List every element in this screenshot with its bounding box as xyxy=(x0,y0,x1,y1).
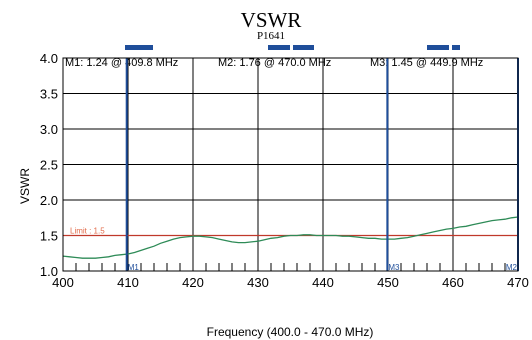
y-tick-label: 3.5 xyxy=(40,87,58,102)
marker-band xyxy=(293,45,314,50)
chart-title: VSWR xyxy=(241,8,302,32)
marker-band xyxy=(427,45,449,50)
x-tick-label: 420 xyxy=(182,275,204,290)
y-tick-label: 2.5 xyxy=(40,158,58,173)
limit-label: Limit : 1.5 xyxy=(70,227,105,236)
y-tick-label: 4.0 xyxy=(40,51,58,66)
marker-label-m1: M1 xyxy=(128,263,140,272)
x-axis-label: Frequency (400.0 - 470.0 MHz) xyxy=(207,325,374,339)
y-tick-label: 1.0 xyxy=(40,264,58,279)
marker-readout-m1: M1: 1.24 @ 409.8 MHz xyxy=(65,57,178,69)
x-tick-label: 400 xyxy=(52,275,74,290)
tick-marks xyxy=(75,263,506,271)
x-tick-label: 450 xyxy=(377,275,399,290)
limit-layer: Limit : 1.5 xyxy=(63,227,518,237)
x-tick-label: 460 xyxy=(442,275,464,290)
marker-layer: M1 M3 M2 xyxy=(125,45,519,272)
marker-label-m3: M3 xyxy=(388,263,400,272)
plot-frame xyxy=(62,57,519,272)
marker-readouts: M1: 1.24 @ 409.8 MHz M2: 1.76 @ 470.0 MH… xyxy=(65,57,483,69)
x-tick-label: 440 xyxy=(312,275,334,290)
tick-labels: 1.0 1.5 2.0 2.5 3.0 3.5 4.0 400 410 420 430 440 450 4… xyxy=(40,51,529,290)
marker-readout-m2: M2: 1.76 @ 470.0 MHz xyxy=(218,57,331,69)
marker-band xyxy=(125,45,153,50)
y-tick-label: 3.0 xyxy=(40,122,58,137)
x-tick-label: 470 xyxy=(507,275,529,290)
marker-label-m2: M2 xyxy=(506,263,518,272)
x-tick-label: 430 xyxy=(247,275,269,290)
y-tick-label: 1.5 xyxy=(40,229,58,244)
y-tick-label: 2.0 xyxy=(40,193,58,208)
marker-band xyxy=(452,45,460,50)
y-axis-label: VSWR xyxy=(18,168,32,204)
series-layer xyxy=(62,216,519,259)
marker-readout-m3: M3: 1.45 @ 449.9 MHz xyxy=(370,57,483,69)
marker-band xyxy=(268,45,290,50)
vswr-series-line xyxy=(62,216,519,259)
chart-subtitle: P1641 xyxy=(257,30,285,42)
grid xyxy=(62,57,519,272)
x-tick-label: 410 xyxy=(117,275,139,290)
